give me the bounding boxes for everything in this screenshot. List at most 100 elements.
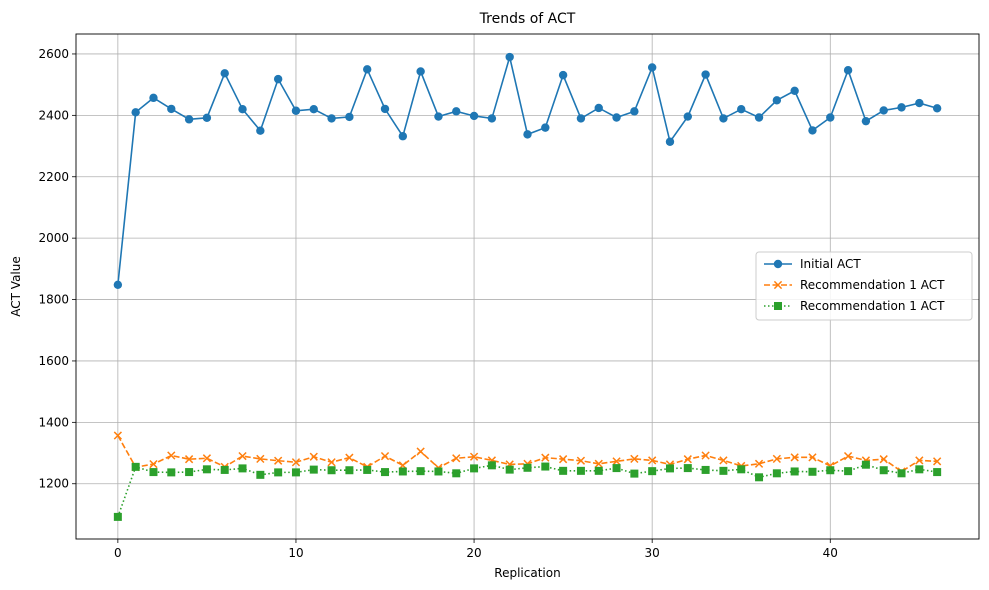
y-axis-title: ACT Value xyxy=(9,256,23,316)
data-point xyxy=(469,452,479,461)
data-point xyxy=(719,466,728,475)
data-point xyxy=(398,467,407,476)
data-point xyxy=(576,466,585,475)
data-point xyxy=(630,107,639,116)
ticks: 0 10 20 30 40 1200 1400 1600 1800 2000 2200 2400 260… xyxy=(38,47,837,560)
data-point xyxy=(149,468,158,477)
data-point xyxy=(274,456,283,465)
legend-label: Recommendation 1 ACT xyxy=(800,278,945,292)
data-point xyxy=(149,459,158,469)
data-point xyxy=(630,469,639,478)
legend-box xyxy=(755,251,973,321)
data-point xyxy=(594,466,603,475)
data-point xyxy=(754,113,764,122)
data-point xyxy=(933,468,942,477)
y-tick-label: 2600 xyxy=(38,47,69,61)
series-layer xyxy=(113,52,942,521)
data-point xyxy=(345,453,354,462)
data-point xyxy=(113,512,122,521)
data-point xyxy=(861,460,870,469)
legend-item: Recommendation 1 ACT xyxy=(764,299,945,313)
data-point xyxy=(576,114,586,123)
data-point xyxy=(523,130,532,139)
data-point xyxy=(737,465,746,474)
data-point xyxy=(113,431,122,440)
data-point xyxy=(879,106,888,115)
plot-frame xyxy=(75,33,980,540)
data-point xyxy=(434,112,443,121)
data-point xyxy=(612,457,621,466)
data-point xyxy=(665,464,674,473)
data-point xyxy=(932,104,942,113)
data-point xyxy=(648,456,657,465)
data-point xyxy=(113,280,123,290)
data-point xyxy=(238,464,247,473)
legend-label: Recommendation 1 ACT xyxy=(800,299,945,313)
data-point xyxy=(505,52,514,62)
data-point xyxy=(345,112,354,122)
data-point xyxy=(184,115,194,124)
data-point xyxy=(808,453,817,462)
y-tick-label: 2000 xyxy=(38,231,69,245)
data-point xyxy=(220,465,229,474)
data-point xyxy=(559,466,568,475)
data-point xyxy=(541,453,550,462)
data-point xyxy=(202,113,212,123)
data-point xyxy=(327,466,336,475)
data-point xyxy=(291,468,300,477)
data-point xyxy=(879,466,888,475)
data-point xyxy=(327,458,336,467)
data-point xyxy=(701,70,710,79)
data-point xyxy=(238,451,247,461)
data-point xyxy=(701,451,710,460)
data-point xyxy=(309,105,318,114)
data-point xyxy=(380,104,390,114)
data-point xyxy=(648,467,657,476)
data-point xyxy=(131,108,140,117)
data-point xyxy=(274,468,283,477)
data-point xyxy=(754,459,764,468)
data-point xyxy=(772,469,781,478)
data-point xyxy=(719,114,728,123)
legend: Initial ACT Recommendation 1 ACT Recommend… xyxy=(755,251,973,321)
data-point xyxy=(915,465,924,474)
data-point xyxy=(683,464,692,473)
series-1 xyxy=(113,52,942,290)
data-point xyxy=(790,467,799,476)
x-tick-label: 30 xyxy=(645,546,660,560)
data-point xyxy=(594,103,603,113)
data-point xyxy=(505,465,514,474)
data-point xyxy=(487,461,496,470)
data-point xyxy=(826,466,835,475)
data-point xyxy=(558,455,568,464)
y-tick-label: 1800 xyxy=(38,293,69,307)
data-point xyxy=(612,113,621,122)
data-point xyxy=(843,66,853,75)
data-point xyxy=(220,69,229,78)
data-point xyxy=(808,467,817,476)
x-tick-label: 20 xyxy=(466,546,481,560)
x-tick-label: 40 xyxy=(823,546,838,560)
x-tick-label: 0 xyxy=(114,546,122,560)
x-tick-label: 10 xyxy=(288,546,303,560)
data-point xyxy=(843,451,853,461)
data-point xyxy=(772,454,781,464)
data-point xyxy=(897,469,906,478)
data-point xyxy=(434,467,443,476)
data-point xyxy=(381,468,390,477)
data-point xyxy=(772,96,782,105)
data-point xyxy=(469,111,479,121)
data-point xyxy=(256,470,265,479)
data-point xyxy=(327,114,336,123)
legend-marker xyxy=(773,259,783,269)
data-point xyxy=(238,105,247,114)
y-tick-label: 2200 xyxy=(38,170,69,184)
data-point xyxy=(345,466,354,475)
y-tick-label: 1600 xyxy=(38,354,69,368)
legend-marker xyxy=(773,280,783,290)
series-3 xyxy=(113,460,942,521)
data-point xyxy=(612,464,621,473)
data-point xyxy=(363,65,372,74)
data-point xyxy=(719,456,728,465)
